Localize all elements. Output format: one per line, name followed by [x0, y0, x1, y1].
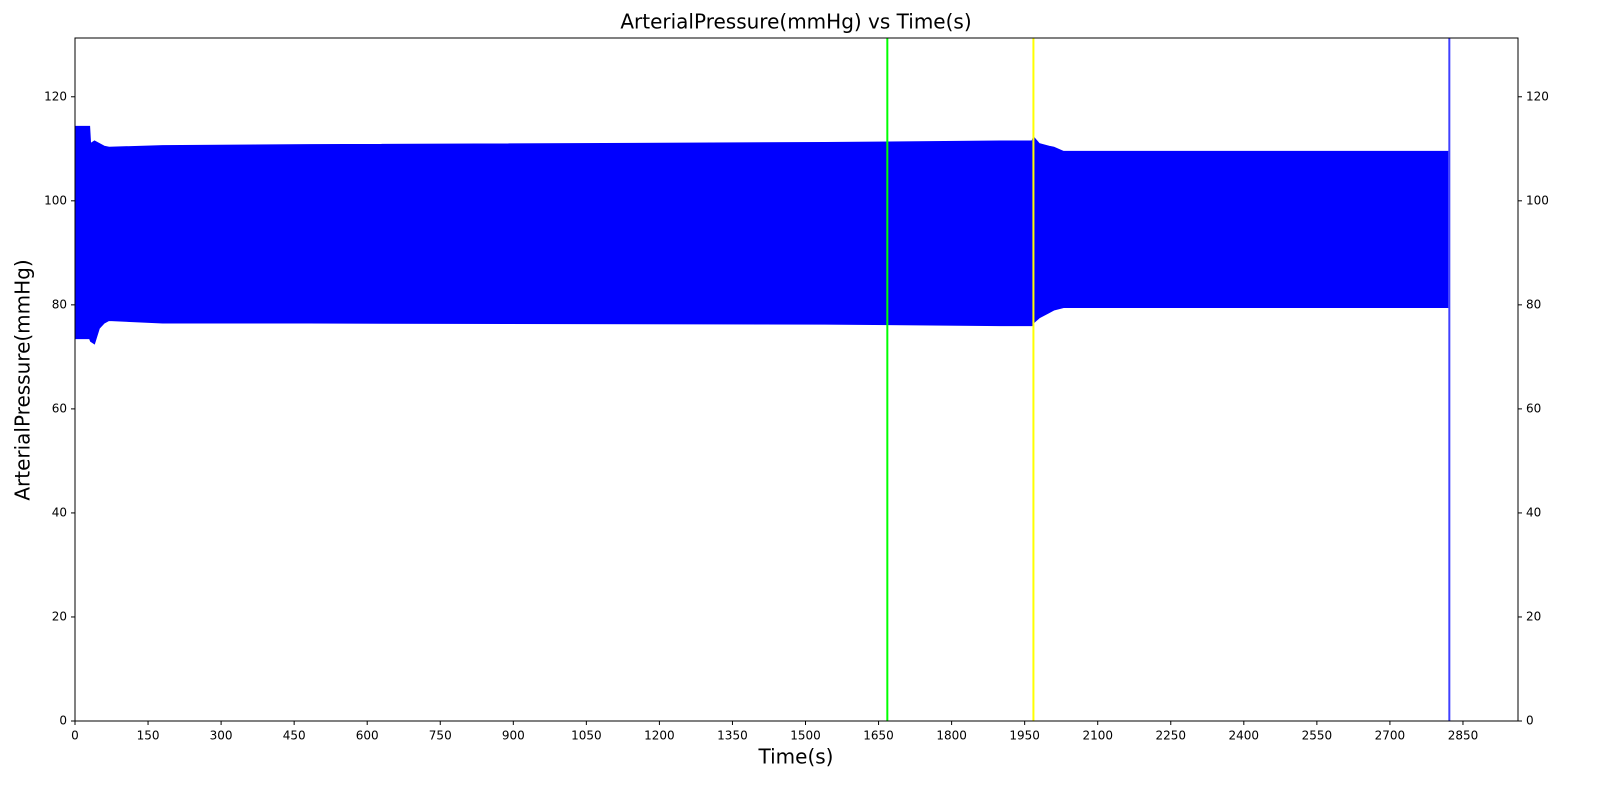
x-tick-label: 1200	[644, 729, 675, 743]
x-tick-label: 1350	[717, 729, 748, 743]
x-tick-label: 750	[429, 729, 452, 743]
x-tick-label: 2100	[1082, 729, 1113, 743]
x-tick-label: 2700	[1375, 729, 1406, 743]
y-tick-label: 80	[52, 297, 67, 311]
x-tick-label: 600	[356, 729, 379, 743]
y-tick-label-right: 120	[1526, 89, 1549, 103]
x-tick-label: 2850	[1448, 729, 1479, 743]
y-tick-label-right: 80	[1526, 297, 1541, 311]
y-tick-label: 120	[44, 89, 67, 103]
y-tick-label: 0	[59, 714, 67, 728]
x-tick-label: 0	[71, 729, 79, 743]
lower-envelope	[75, 306, 1449, 345]
y-tick-label: 60	[52, 401, 67, 415]
x-tick-label: 450	[283, 729, 306, 743]
x-tick-label: 1800	[936, 729, 967, 743]
x-tick-label: 2250	[1155, 729, 1186, 743]
x-tick-label: 1500	[790, 729, 821, 743]
y-tick-label: 40	[52, 505, 67, 519]
y-tick-label-right: 100	[1526, 193, 1549, 207]
x-tick-label: 1650	[863, 729, 894, 743]
x-tick-label: 2400	[1229, 729, 1260, 743]
y-tick-label: 20	[52, 609, 67, 623]
y-axis-label: ArterialPressure(mmHg)	[11, 259, 35, 500]
x-tick-label: 1950	[1009, 729, 1040, 743]
upper-envelope	[75, 125, 1449, 152]
plot-frame	[74, 37, 1519, 722]
x-tick-label: 150	[137, 729, 160, 743]
y-tick-label-right: 60	[1526, 401, 1541, 415]
y-tick-label: 100	[44, 193, 67, 207]
y-tick-label-right: 0	[1526, 714, 1534, 728]
x-axis-label: Time(s)	[758, 745, 834, 769]
x-tick-label: 1050	[571, 729, 602, 743]
x-tick-label: 2550	[1302, 729, 1333, 743]
x-tick-label: 900	[502, 729, 525, 743]
y-tick-label-right: 40	[1526, 505, 1541, 519]
y-tick-label-right: 20	[1526, 609, 1541, 623]
chart-title: ArterialPressure(mmHg) vs Time(s)	[620, 10, 971, 34]
band-fill	[75, 126, 1449, 344]
x-tick-label: 300	[210, 729, 233, 743]
